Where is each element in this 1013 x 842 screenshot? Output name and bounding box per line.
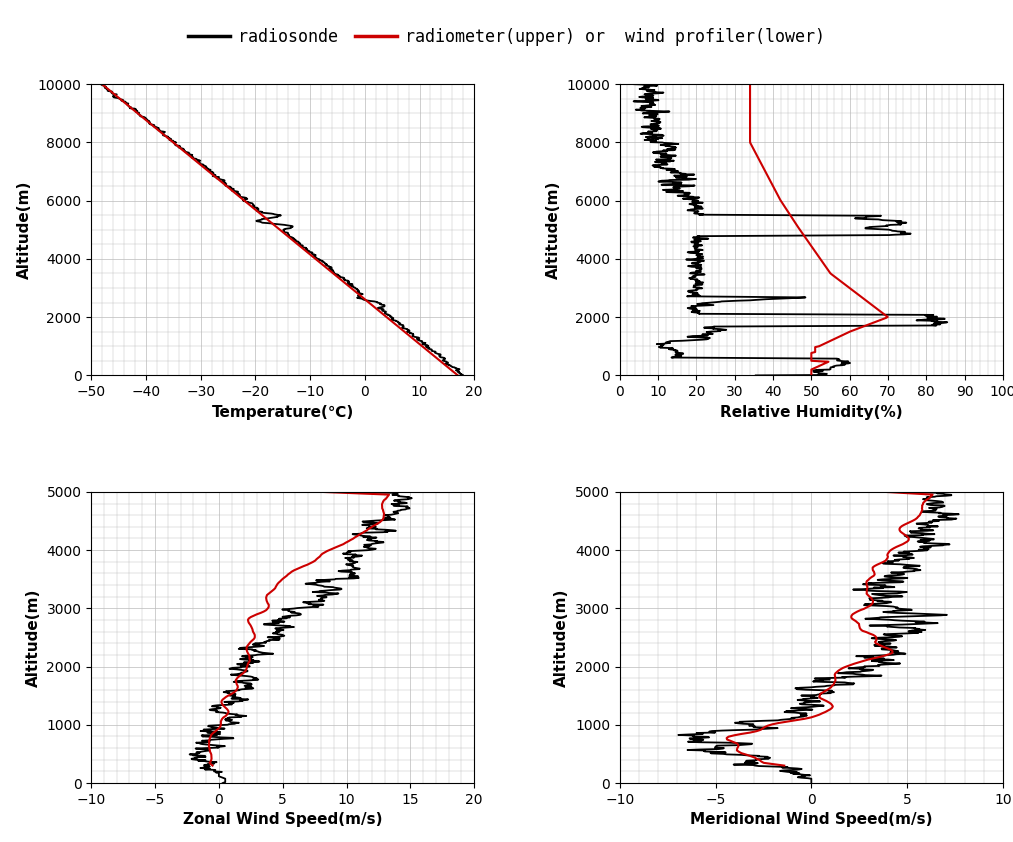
Y-axis label: Altitude(m): Altitude(m)	[546, 180, 560, 279]
Legend: radiosonde, radiometer(upper) or  wind profiler(lower): radiosonde, radiometer(upper) or wind pr…	[181, 21, 832, 52]
Y-axis label: Altitude(m): Altitude(m)	[25, 589, 41, 687]
Y-axis label: Altitude(m): Altitude(m)	[17, 180, 32, 279]
X-axis label: Temperature(℃): Temperature(℃)	[212, 405, 354, 419]
X-axis label: Relative Humidity(%): Relative Humidity(%)	[720, 405, 903, 419]
Y-axis label: Altitude(m): Altitude(m)	[554, 589, 569, 687]
X-axis label: Meridional Wind Speed(m/s): Meridional Wind Speed(m/s)	[690, 813, 933, 828]
X-axis label: Zonal Wind Speed(m/s): Zonal Wind Speed(m/s)	[183, 813, 383, 828]
